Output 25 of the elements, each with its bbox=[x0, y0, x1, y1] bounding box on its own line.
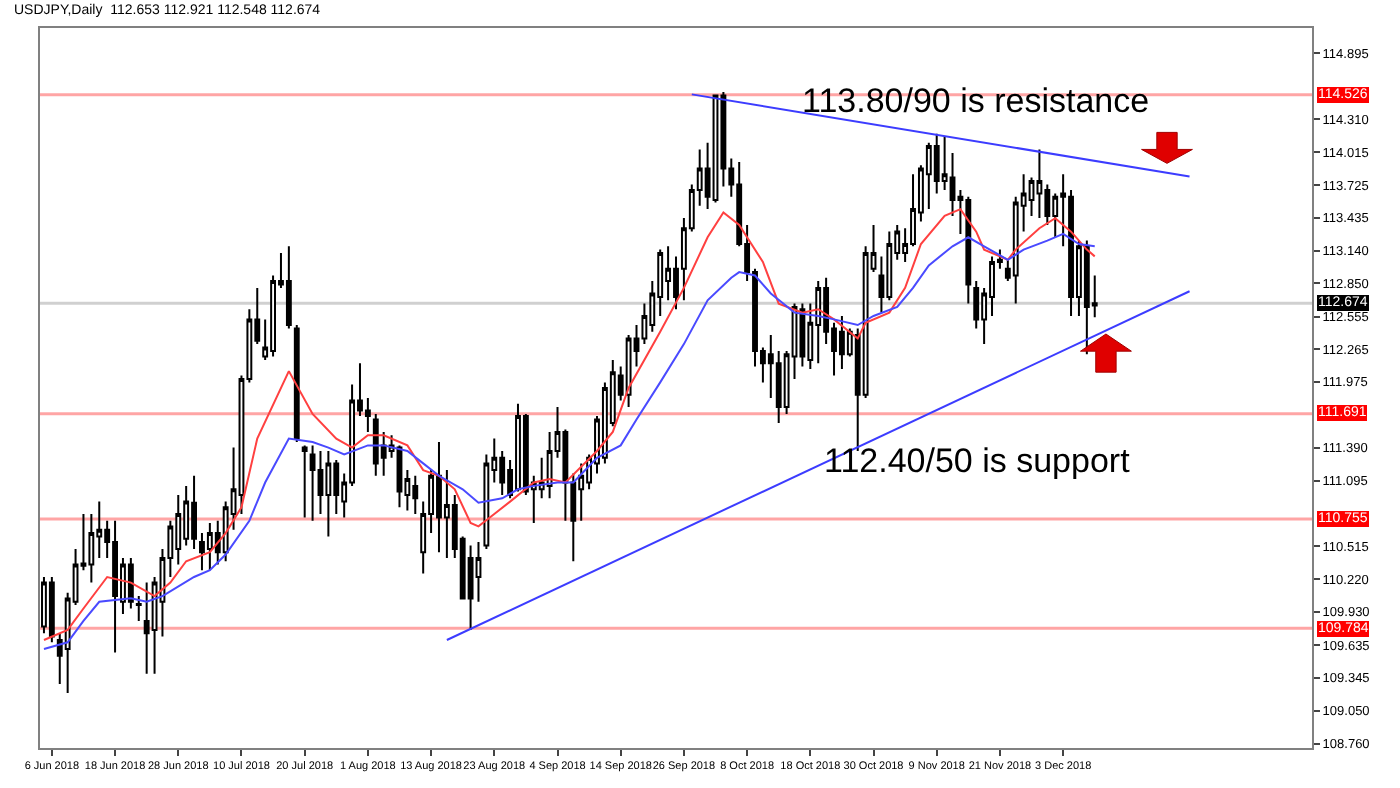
candlestick bbox=[143, 581, 150, 675]
candlestick bbox=[41, 576, 47, 635]
candlestick bbox=[1083, 239, 1090, 356]
candlestick bbox=[467, 544, 474, 631]
candlestick bbox=[1036, 148, 1043, 220]
candlestick bbox=[412, 474, 419, 515]
candlestick bbox=[127, 556, 134, 610]
candlestick bbox=[293, 324, 300, 443]
candlestick bbox=[309, 444, 316, 522]
candlestick bbox=[815, 280, 822, 365]
candlestick bbox=[372, 412, 379, 477]
candlestick bbox=[48, 576, 55, 644]
annotation: 112.40/50 is support bbox=[824, 442, 1131, 480]
candlestick bbox=[135, 595, 142, 622]
candlestick bbox=[285, 245, 292, 330]
candlestick bbox=[206, 522, 213, 572]
candlestick bbox=[515, 402, 521, 491]
candlestick bbox=[301, 444, 308, 519]
annotation: 113.80/90 is resistance bbox=[802, 82, 1150, 120]
candlestick bbox=[436, 441, 442, 554]
candlestick bbox=[112, 519, 118, 654]
candlestick bbox=[965, 195, 972, 305]
candlestick bbox=[325, 450, 332, 538]
candlestick bbox=[838, 315, 845, 370]
candlestick bbox=[191, 474, 197, 550]
